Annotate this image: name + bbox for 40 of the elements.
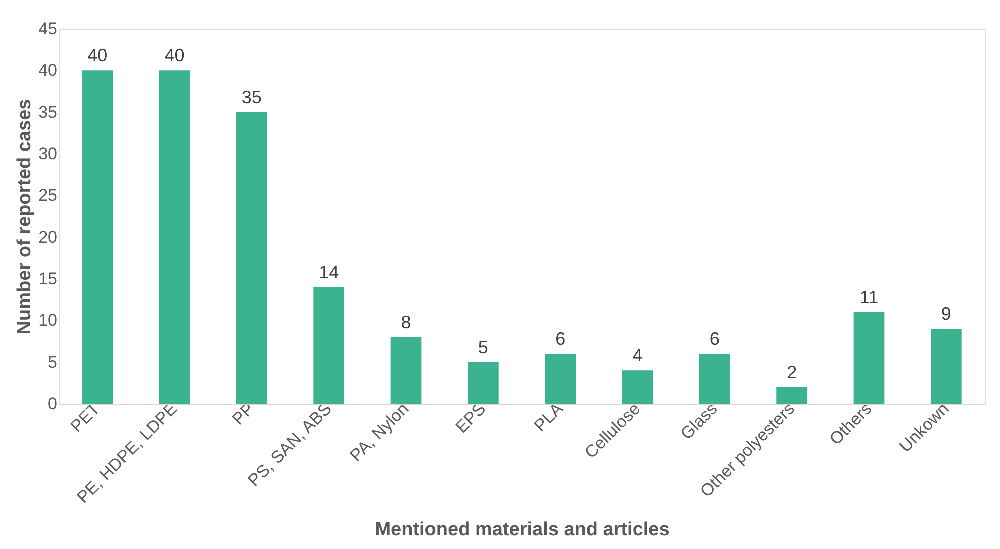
x-tick-label: PET [67, 399, 104, 436]
data-label: 6 [556, 329, 566, 349]
bar [159, 70, 190, 404]
y-tick-label: 35 [38, 102, 58, 122]
x-tick-label: EPS [452, 399, 490, 437]
data-label: 6 [710, 329, 720, 349]
bar [699, 354, 730, 404]
y-tick-label: 25 [38, 186, 58, 206]
bar [545, 354, 576, 404]
data-label: 40 [88, 46, 108, 66]
bar [82, 70, 114, 404]
data-label: 2 [787, 362, 798, 382]
y-tick-label: 30 [38, 144, 58, 164]
y-tick-label: 10 [38, 311, 58, 330]
bar [468, 362, 499, 404]
bar [390, 337, 422, 404]
x-tick-label: PLA [530, 398, 568, 436]
y-tick-label: 5 [48, 352, 58, 372]
data-label: 5 [478, 337, 488, 358]
bar [622, 370, 654, 404]
y-tick-label: 0 [48, 394, 58, 414]
data-label: 14 [319, 262, 340, 282]
x-tick-label: PP [228, 399, 258, 429]
y-axis-title: Number of reported cases [14, 99, 36, 335]
y-tick-label: 45 [38, 20, 58, 38]
x-axis-title: Mentioned materials and articles [375, 519, 670, 540]
data-label: 4 [632, 346, 643, 366]
bar [314, 287, 345, 404]
bar [236, 112, 268, 404]
y-tick-label: 15 [38, 270, 58, 288]
data-label: 8 [401, 312, 412, 332]
y-tick-label: 40 [38, 61, 58, 80]
data-label: 11 [860, 287, 879, 308]
bar [776, 387, 808, 404]
data-label: 35 [242, 87, 262, 108]
y-tick-label: 20 [38, 228, 58, 247]
data-label: 40 [164, 46, 185, 66]
bar [854, 312, 885, 404]
bar [930, 329, 962, 404]
data-label: 9 [941, 304, 952, 324]
